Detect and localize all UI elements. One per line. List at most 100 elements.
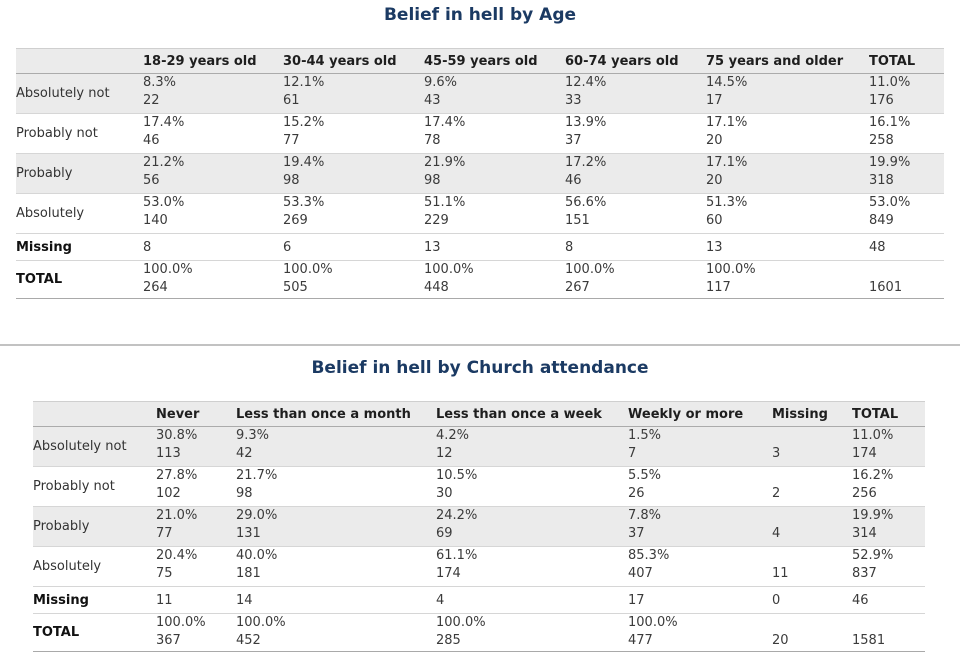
cell-count: 256 — [852, 486, 877, 501]
belief-by-church-attendance-table: Never Less than once a month Less than onc… — [33, 401, 925, 652]
column-header: TOTAL — [869, 53, 916, 69]
data-cell: 21.9% 98 — [424, 154, 565, 194]
data-cell: 11 — [156, 592, 173, 608]
data-cell: 51.1% 229 — [424, 194, 565, 234]
cell-percent: 8.3% — [143, 75, 177, 90]
data-cell: 8 — [565, 239, 574, 255]
data-cell: 40.0% 181 — [236, 547, 436, 587]
cell-percent: 17.1% — [706, 115, 748, 130]
table-row: Absolutely 53.0% 140 53.3% 269 51.1% 229 56.6% 1… — [16, 193, 944, 234]
cell-percent: 100.0% — [143, 262, 193, 277]
cell-count: 42 — [236, 446, 253, 461]
cell-percent: 9.3% — [236, 428, 270, 443]
cell-percent: 100.0% — [424, 262, 474, 277]
data-cell: 100.0% 117 — [706, 261, 869, 299]
cell-count: 174 — [436, 566, 461, 581]
cell-count: 7 — [628, 446, 637, 461]
row-label: Absolutely not — [16, 86, 110, 101]
table-row: Missing 11 14 4 17 0 46 — [33, 586, 925, 614]
data-cell: 100.0% 477 — [628, 614, 772, 652]
table-row: Probably not 27.8% 102 21.7% 98 10.5% 30 5.5% 26… — [33, 466, 925, 507]
header-row: 18-29 years old 30-44 years old 45-59 year… — [16, 48, 944, 74]
cell-percent: 40.0% — [236, 548, 278, 563]
cell-count: 2 — [772, 486, 781, 501]
table-row: TOTAL 100.0% 264 100.0% 505 100.0% 448 100.0% 26… — [16, 260, 944, 299]
table-row: Absolutely not 30.8% 113 9.3% 42 4.2% 12 1.5% 7 3… — [33, 426, 925, 467]
data-cell: 17.2% 46 — [565, 154, 706, 194]
cell-count: 113 — [156, 446, 181, 461]
cell-percent: 100.0% — [283, 262, 333, 277]
data-cell: 17.4% 46 — [143, 114, 283, 154]
table-row: Absolutely 20.4% 75 40.0% 181 61.1% 174 85.3% 40… — [33, 546, 925, 587]
data-cell: 1581 — [852, 614, 925, 652]
data-cell: 100.0% 267 — [565, 261, 706, 299]
data-cell: 29.0% 131 — [236, 507, 436, 547]
data-cell: 9.6% 43 — [424, 74, 565, 114]
belief-by-age-table: 18-29 years old 30-44 years old 45-59 year… — [16, 48, 944, 299]
cell-count: 98 — [283, 173, 300, 188]
cell-percent: 13.9% — [565, 115, 607, 130]
cell-count: 477 — [628, 633, 653, 648]
cell-percent: 16.2% — [852, 468, 894, 483]
data-cell: 53.3% 269 — [283, 194, 424, 234]
cell-percent: 21.2% — [143, 155, 185, 170]
cell-percent: 52.9% — [852, 548, 894, 563]
cell-count: 46 — [565, 173, 582, 188]
column-header: Weekly or more — [628, 406, 744, 422]
cell-percent: 17.4% — [143, 115, 185, 130]
cell-count: 12 — [436, 446, 453, 461]
data-cell: 0 — [772, 592, 781, 608]
data-cell: 4 — [772, 507, 852, 547]
data-cell: 19.4% 98 — [283, 154, 424, 194]
cell-count: 43 — [424, 93, 441, 108]
data-cell: 100.0% 448 — [424, 261, 565, 299]
data-cell: 53.0% 849 — [869, 194, 944, 234]
data-cell: 27.8% 102 — [156, 467, 236, 507]
cell-count: 30 — [436, 486, 453, 501]
cell-percent — [772, 614, 848, 632]
cell-count: 448 — [424, 280, 449, 295]
data-cell: 8 — [143, 239, 152, 255]
table-row: Missing 8 6 13 8 13 48 — [16, 233, 944, 261]
cell-percent: 51.3% — [706, 195, 748, 210]
cell-percent: 10.5% — [436, 468, 478, 483]
data-cell: 52.9% 837 — [852, 547, 925, 587]
cell-percent: 27.8% — [156, 468, 198, 483]
data-cell: 14 — [236, 592, 253, 608]
cell-percent: 100.0% — [236, 615, 286, 630]
row-label-header — [33, 402, 156, 427]
cell-percent: 53.3% — [283, 195, 325, 210]
row-label: Missing — [33, 592, 89, 608]
page-title-church-attendance: Belief in hell by Church attendance — [311, 358, 649, 378]
cell-percent: 85.3% — [628, 548, 670, 563]
cell-percent: 61.1% — [436, 548, 478, 563]
data-cell: 11 — [772, 547, 852, 587]
data-cell: 10.5% 30 — [436, 467, 628, 507]
data-cell: 100.0% 264 — [143, 261, 283, 299]
cell-count: 452 — [236, 633, 261, 648]
data-cell: 16.2% 256 — [852, 467, 925, 507]
cell-count: 505 — [283, 280, 308, 295]
row-label: Missing — [16, 239, 72, 255]
cell-percent: 53.0% — [143, 195, 185, 210]
cell-count: 140 — [143, 213, 168, 228]
data-cell: 21.0% 77 — [156, 507, 236, 547]
cell-count: 229 — [424, 213, 449, 228]
cell-count: 20 — [772, 633, 789, 648]
cell-count: 269 — [283, 213, 308, 228]
data-cell: 16.1% 258 — [869, 114, 944, 154]
column-header: 18-29 years old — [143, 53, 257, 69]
cell-percent: 19.9% — [869, 155, 911, 170]
cell-percent: 12.4% — [565, 75, 607, 90]
cell-count: 849 — [869, 213, 894, 228]
cell-percent: 17.1% — [706, 155, 748, 170]
cell-percent: 9.6% — [424, 75, 458, 90]
cell-percent — [852, 614, 921, 632]
data-cell: 53.0% 140 — [143, 194, 283, 234]
row-label: TOTAL — [33, 625, 80, 640]
data-cell: 3 — [772, 427, 852, 467]
data-cell: 5.5% 26 — [628, 467, 772, 507]
data-cell: 20 — [772, 614, 852, 652]
data-cell: 30.8% 113 — [156, 427, 236, 467]
row-label: Probably — [33, 519, 90, 534]
